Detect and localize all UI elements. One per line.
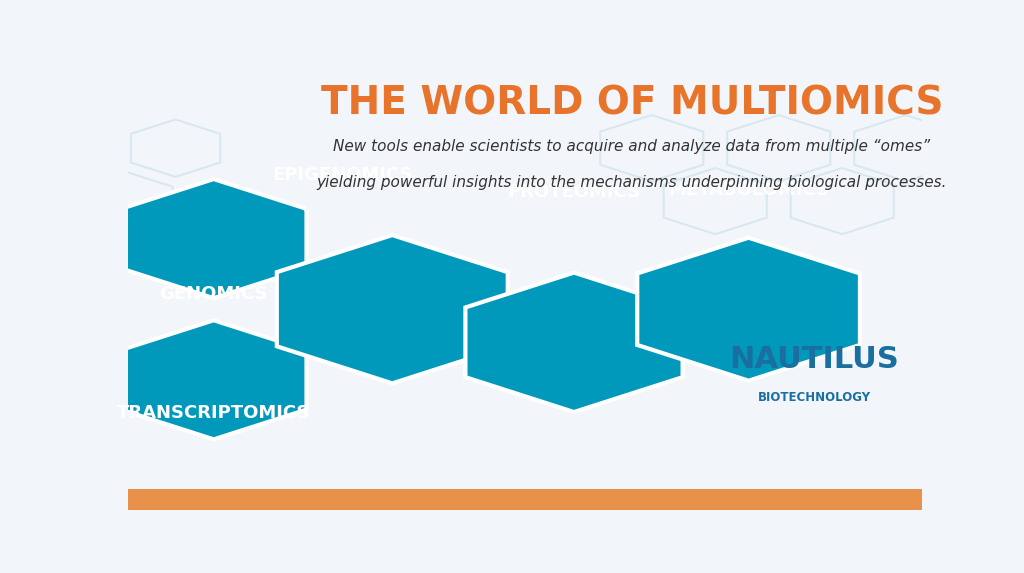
Text: New tools enable scientists to acquire and analyze data from multiple “omes”: New tools enable scientists to acquire a… bbox=[334, 139, 931, 154]
Text: TRANSCRIPTOMICS: TRANSCRIPTOMICS bbox=[117, 404, 310, 422]
Polygon shape bbox=[276, 235, 508, 383]
Text: BIOTECHNOLOGY: BIOTECHNOLOGY bbox=[758, 391, 871, 404]
Text: NAUTILUS: NAUTILUS bbox=[729, 346, 899, 375]
Text: PROTEOMICS: PROTEOMICS bbox=[508, 183, 641, 201]
Text: THE WORLD OF MULTIOMICS: THE WORLD OF MULTIOMICS bbox=[321, 84, 943, 122]
Polygon shape bbox=[121, 320, 306, 439]
Polygon shape bbox=[637, 238, 860, 380]
Text: METABOLOMICS: METABOLOMICS bbox=[668, 181, 829, 199]
Polygon shape bbox=[466, 273, 683, 412]
Text: EPIGENOMICS: EPIGENOMICS bbox=[272, 166, 413, 184]
Bar bbox=[128, 489, 922, 510]
Text: GENOMICS: GENOMICS bbox=[160, 285, 268, 303]
Polygon shape bbox=[121, 179, 306, 298]
Text: yielding powerful insights into the mechanisms underpinning biological processes: yielding powerful insights into the mech… bbox=[316, 175, 947, 190]
